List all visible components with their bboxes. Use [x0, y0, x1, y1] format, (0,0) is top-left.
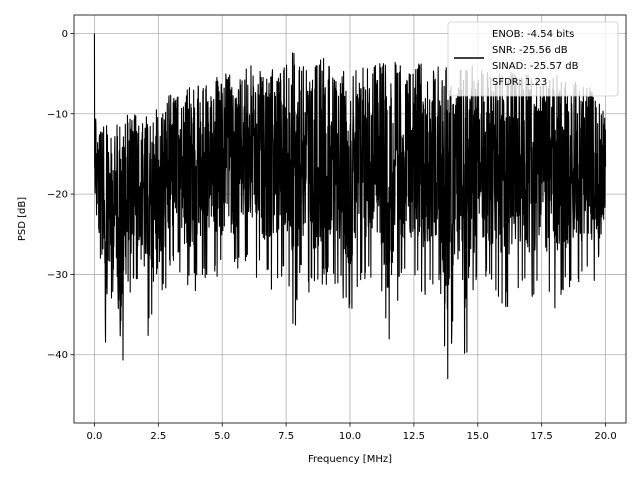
y-tick-label: −40: [47, 350, 68, 361]
x-tick-label: 17.5: [531, 431, 553, 442]
legend-text-enob: ENOB: -4.54 bits: [492, 29, 574, 40]
y-tick-label: −10: [47, 109, 68, 120]
x-tick-label: 7.5: [278, 431, 294, 442]
legend-box: [447, 21, 619, 97]
x-tick-label: 12.5: [403, 431, 425, 442]
psd-trace: [93, 33, 607, 380]
legend-text-sfdr: SFDR: 1.23: [492, 77, 547, 88]
x-tick-label: 15.0: [467, 431, 489, 442]
x-axis-label: Frequency [MHz]: [308, 454, 392, 465]
y-tick-label: 0: [62, 29, 68, 40]
x-tick-label: 10.0: [339, 431, 361, 442]
ticks: 0.0 2.5 5.0 7.5 10.0 12.5 15.0 17.5 20.0 0 −10 −20 −…: [47, 29, 617, 442]
series-layer: [93, 33, 607, 380]
y-tick-label: −20: [47, 190, 68, 201]
y-tick-label: −30: [47, 270, 68, 281]
plot-area: [93, 33, 607, 380]
plot-frame: [73, 14, 627, 424]
legend: ENOB: -4.54 bits SNR: -25.56 dB SINAD: -…: [447, 21, 619, 97]
x-tick-label: 2.5: [150, 431, 166, 442]
x-tick-label: 20.0: [594, 431, 616, 442]
x-tick-label: 0.0: [86, 431, 102, 442]
x-tick-label: 5.0: [214, 431, 230, 442]
legend-text-sinad: SINAD: -25.57 dB: [492, 61, 579, 72]
legend-text-snr: SNR: -25.56 dB: [492, 45, 568, 56]
y-axis-label: PSD [dB]: [17, 197, 28, 241]
